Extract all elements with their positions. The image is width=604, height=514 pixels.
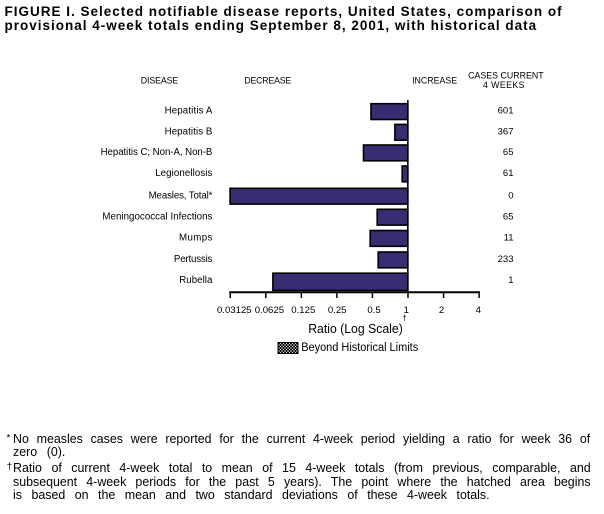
svg-text:65: 65 <box>503 211 514 222</box>
svg-text:DECREASE: DECREASE <box>244 75 291 85</box>
svg-text:DISEASE: DISEASE <box>141 75 179 85</box>
svg-text:Meningococcal Infections: Meningococcal Infections <box>102 211 212 222</box>
svg-text:Hepatitis C; Non-A, Non-B: Hepatitis C; Non-A, Non-B <box>101 147 213 158</box>
svg-text:Mumps: Mumps <box>179 233 213 244</box>
svg-text:Legionellosis: Legionellosis <box>155 168 212 179</box>
svg-text:Pertussis: Pertussis <box>174 254 213 265</box>
svg-text:Hepatitis B: Hepatitis B <box>165 126 213 137</box>
svg-text:1: 1 <box>404 305 409 316</box>
svg-text:INCREASE: INCREASE <box>412 75 457 85</box>
svg-text:Hepatitis A: Hepatitis A <box>165 106 213 117</box>
svg-text:0.03125: 0.03125 <box>217 305 252 316</box>
svg-text:0: 0 <box>508 190 513 201</box>
svg-text:4 WEEKS: 4 WEEKS <box>483 80 525 90</box>
svg-text:11: 11 <box>504 233 514 244</box>
svg-text:†: † <box>402 314 406 323</box>
svg-text:4: 4 <box>476 305 482 316</box>
svg-text:61: 61 <box>503 168 514 179</box>
svg-text:601: 601 <box>498 106 514 117</box>
svg-text:233: 233 <box>498 254 514 265</box>
svg-text:Measles, Total*: Measles, Total* <box>149 190 213 201</box>
svg-text:0.125: 0.125 <box>291 305 315 316</box>
svg-text:65: 65 <box>503 147 514 158</box>
svg-text:Beyond Historical Limits: Beyond Historical Limits <box>301 342 418 354</box>
svg-text:Rubella: Rubella <box>179 275 213 286</box>
svg-text:367: 367 <box>498 126 514 137</box>
svg-text:0.5: 0.5 <box>367 305 380 316</box>
svg-text:0.0625: 0.0625 <box>255 305 284 316</box>
svg-text:Ratio (Log Scale): Ratio (Log Scale) <box>308 321 403 336</box>
svg-text:1: 1 <box>508 275 513 286</box>
svg-text:2: 2 <box>439 305 444 316</box>
svg-text:0.25: 0.25 <box>328 305 347 316</box>
svg-text:CASES CURRENT: CASES CURRENT <box>468 70 544 80</box>
